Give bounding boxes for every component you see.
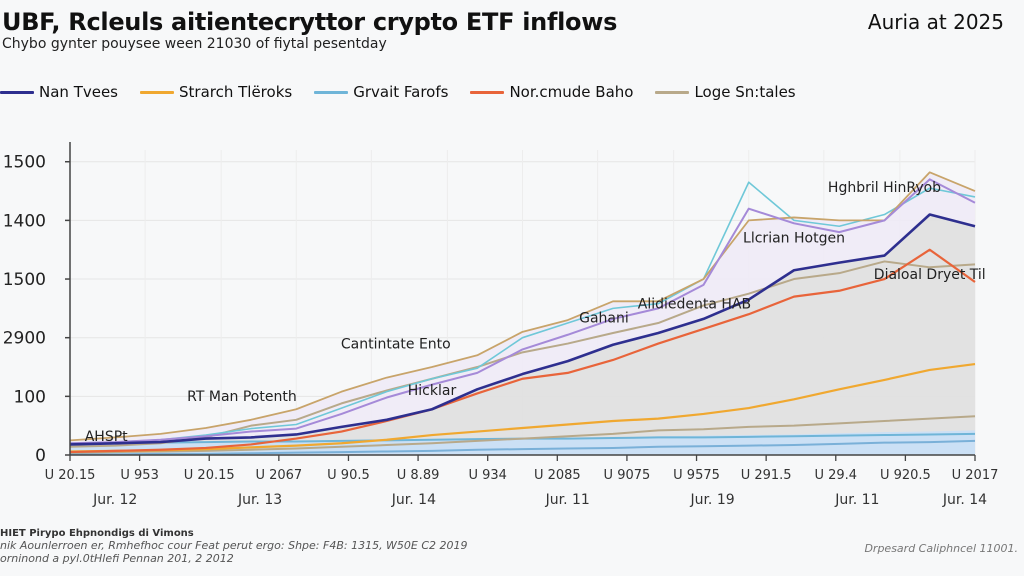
y-tick-label: 2900: [3, 329, 46, 349]
chart-annotation: Alidiedenta HAB: [638, 296, 751, 312]
legend-label: Strarch Tlëroks: [179, 83, 293, 101]
legend-item: Loge Sn:tales: [655, 83, 796, 101]
legend-swatch: [655, 90, 690, 94]
y-tick-label: 0: [35, 446, 46, 466]
series-line-upper-purple: [69, 178, 976, 445]
area-upper-band: [70, 172, 975, 445]
chart-legend: Nan Tvees Strarch Tlëroks Grvait Farofs Nor…: [0, 82, 818, 102]
x-tick-label: U 291.5: [741, 468, 792, 483]
chart-annotation: Cantintate Ento: [341, 336, 451, 352]
x-group-label: Jur. 13: [237, 492, 282, 508]
legend-item: Nan Tvees: [0, 83, 118, 101]
chart-annotation: Dialoal Dryet Til: [874, 267, 986, 283]
x-tick-label: U 920.5: [880, 468, 931, 483]
chart-annotation: Gahani: [579, 310, 629, 326]
legend-item: Grvait Farofs: [314, 83, 448, 101]
chart-annotation: AHSPt: [85, 429, 128, 445]
x-tick-label: U 9575: [673, 468, 720, 483]
series-line-strarch-teroks: [69, 362, 976, 453]
x-group-label: Jur. 19: [689, 492, 734, 508]
series-line-norcmude-baho: [69, 248, 976, 454]
legend-label: Loge Sn:tales: [694, 83, 796, 101]
series-line-cyan-band: [69, 181, 976, 445]
area-main: [70, 214, 975, 455]
x-group-label: Jur. 14: [942, 492, 987, 508]
x-tick-label: U 2085: [534, 468, 581, 483]
legend-label: Nan Tvees: [39, 83, 118, 101]
chart-footer: HIET Pirypo Ehpnondigs di Vimons nik Aou…: [0, 528, 468, 565]
series-line-low-tan: [69, 415, 976, 454]
x-tick-label: U 9075: [604, 468, 651, 483]
series-line-tan: [69, 171, 976, 442]
footer-note-title: HIET Pirypo Ehpnondigs di Vimons: [0, 528, 194, 539]
chart-subtitle: Chybo gynter pouysee ween 21030 of fiyta…: [2, 36, 387, 52]
x-group-label: Jur. 12: [92, 492, 137, 508]
footer-note-line-2: orninond a pyl.0tHlefi Pennan 201, 2 201…: [0, 552, 234, 565]
legend-item: Nor.cmude Baho: [470, 83, 633, 101]
legend-item: Strarch Tlëroks: [140, 83, 292, 101]
x-tick-label: U 20.15: [184, 468, 235, 483]
chart-annotation: Hghbril HinRyob: [828, 180, 941, 196]
date-label: Auria at 2025: [867, 10, 1004, 34]
x-group-label: Jur. 14: [391, 492, 436, 508]
legend-label: Grvait Farofs: [353, 83, 449, 101]
legend-swatch: [470, 90, 505, 94]
x-tick-label: U 934: [468, 468, 506, 483]
chart-plot: 0 100 2900 1500 1400 1500 U 20.15 U 953 U 20.15 U…: [3, 142, 999, 508]
y-tick-label: 100: [14, 387, 46, 407]
y-tick-label: 1500: [3, 153, 46, 173]
x-tick-label: U 20.15: [45, 468, 96, 483]
chart-annotation: RT Man Potenth: [187, 389, 297, 405]
y-tick-label: 1500: [3, 270, 46, 290]
legend-swatch: [314, 90, 349, 94]
chart-title: UBF, Rcleuls aitientecryttor crypto ETF …: [2, 8, 618, 36]
x-tick-label: U 29.4: [814, 468, 857, 483]
legend-label: Nor.cmude Baho: [509, 83, 634, 101]
chart-annotation: Llcrian Hotgen: [743, 231, 845, 247]
x-tick-label: U 2017: [952, 468, 999, 483]
x-tick-label: U 8.89: [397, 468, 440, 483]
footer-note-line-1: nik Aounlerroen er, Rmhefhoc cour Feat p…: [0, 539, 468, 552]
series-line-low-blue: [70, 439, 976, 456]
legend-swatch: [0, 90, 34, 94]
legend-swatch: [140, 90, 174, 94]
x-group-label: Jur. 11: [545, 492, 590, 508]
x-tick-label: U 90.5: [327, 468, 370, 483]
chart-annotation: Hicklar: [408, 383, 457, 399]
x-group-label: Jur. 11: [834, 492, 879, 508]
series-line-nan-tvees: [69, 213, 976, 446]
x-tick-label: U 2067: [255, 468, 302, 483]
x-tick-label: U 953: [120, 468, 158, 483]
footer-source: Drpesard Caliphncel 11001.: [864, 542, 1018, 555]
y-tick-label: 1400: [3, 211, 46, 231]
